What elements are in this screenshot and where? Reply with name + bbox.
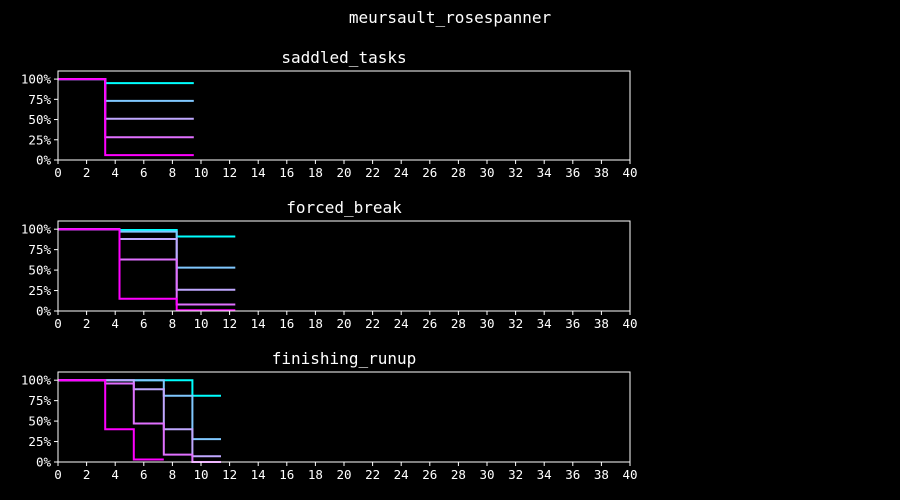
x-tick-label: 20	[336, 165, 351, 180]
x-tick-label: 40	[622, 165, 637, 180]
panel-title: saddled_tasks	[281, 48, 406, 67]
x-tick-label: 18	[308, 165, 323, 180]
x-tick-label: 36	[565, 467, 580, 482]
x-tick-label: 32	[508, 316, 523, 331]
series-line-2	[58, 379, 221, 441]
y-tick-label: 100%	[21, 72, 52, 87]
x-tick-label: 0	[54, 316, 62, 331]
x-tick-label: 14	[251, 467, 266, 482]
x-tick-label: 22	[365, 467, 380, 482]
series-line-5	[58, 379, 164, 461]
y-tick-label: 100%	[21, 373, 52, 388]
x-tick-label: 22	[365, 316, 380, 331]
x-tick-label: 18	[308, 467, 323, 482]
y-tick-label: 75%	[28, 393, 51, 408]
x-tick-label: 32	[508, 165, 523, 180]
y-tick-label: 25%	[28, 434, 51, 449]
x-tick-label: 2	[83, 165, 91, 180]
x-tick-label: 28	[451, 316, 466, 331]
x-tick-label: 32	[508, 467, 523, 482]
x-tick-label: 34	[537, 316, 552, 331]
x-tick-label: 12	[222, 467, 237, 482]
series-line-5	[58, 228, 236, 312]
x-tick-label: 20	[336, 467, 351, 482]
x-tick-label: 38	[594, 316, 609, 331]
x-tick-label: 34	[537, 165, 552, 180]
x-tick-label: 2	[83, 316, 91, 331]
x-tick-label: 24	[394, 467, 409, 482]
x-tick-label: 14	[251, 316, 266, 331]
x-tick-label: 28	[451, 467, 466, 482]
y-tick-label: 75%	[28, 242, 51, 257]
x-tick-label: 6	[140, 467, 148, 482]
x-tick-label: 10	[193, 316, 208, 331]
y-tick-label: 25%	[28, 132, 51, 147]
y-tick-label: 100%	[21, 222, 52, 237]
x-tick-label: 20	[336, 316, 351, 331]
x-tick-label: 30	[479, 165, 494, 180]
x-tick-label: 16	[279, 316, 294, 331]
x-tick-label: 8	[169, 467, 177, 482]
x-tick-label: 40	[622, 316, 637, 331]
y-tick-label: 50%	[28, 414, 51, 429]
x-tick-label: 8	[169, 316, 177, 331]
x-tick-label: 22	[365, 165, 380, 180]
x-tick-label: 30	[479, 316, 494, 331]
x-tick-label: 24	[394, 316, 409, 331]
x-tick-label: 16	[279, 467, 294, 482]
x-tick-label: 4	[111, 467, 119, 482]
x-tick-label: 10	[193, 467, 208, 482]
x-tick-label: 26	[422, 467, 437, 482]
x-tick-label: 16	[279, 165, 294, 180]
panel-title: finishing_runup	[272, 349, 417, 368]
x-tick-label: 6	[140, 316, 148, 331]
y-tick-label: 25%	[28, 283, 51, 298]
x-tick-label: 24	[394, 165, 409, 180]
x-tick-label: 12	[222, 165, 237, 180]
x-tick-label: 8	[169, 165, 177, 180]
x-tick-label: 40	[622, 467, 637, 482]
x-tick-label: 6	[140, 165, 148, 180]
x-tick-label: 18	[308, 316, 323, 331]
y-tick-label: 50%	[28, 263, 51, 278]
y-tick-label: 50%	[28, 112, 51, 127]
x-tick-label: 30	[479, 467, 494, 482]
x-tick-label: 4	[111, 316, 119, 331]
x-tick-label: 26	[422, 165, 437, 180]
x-tick-label: 0	[54, 467, 62, 482]
x-tick-label: 36	[565, 316, 580, 331]
x-tick-label: 2	[83, 467, 91, 482]
y-tick-label: 0%	[36, 455, 52, 470]
x-tick-label: 34	[537, 467, 552, 482]
x-tick-label: 38	[594, 165, 609, 180]
x-tick-label: 14	[251, 165, 266, 180]
panel-title: forced_break	[286, 198, 402, 217]
x-tick-label: 28	[451, 165, 466, 180]
figure-suptitle: meursault_rosespanner	[349, 8, 552, 27]
x-tick-label: 26	[422, 316, 437, 331]
y-tick-label: 75%	[28, 92, 51, 107]
y-tick-label: 0%	[36, 153, 52, 168]
x-tick-label: 0	[54, 165, 62, 180]
x-tick-label: 38	[594, 467, 609, 482]
x-tick-label: 36	[565, 165, 580, 180]
x-tick-label: 4	[111, 165, 119, 180]
series-line-3	[58, 379, 221, 458]
y-tick-label: 0%	[36, 304, 52, 319]
x-tick-label: 12	[222, 316, 237, 331]
series-line-5	[58, 78, 194, 157]
x-tick-label: 10	[193, 165, 208, 180]
